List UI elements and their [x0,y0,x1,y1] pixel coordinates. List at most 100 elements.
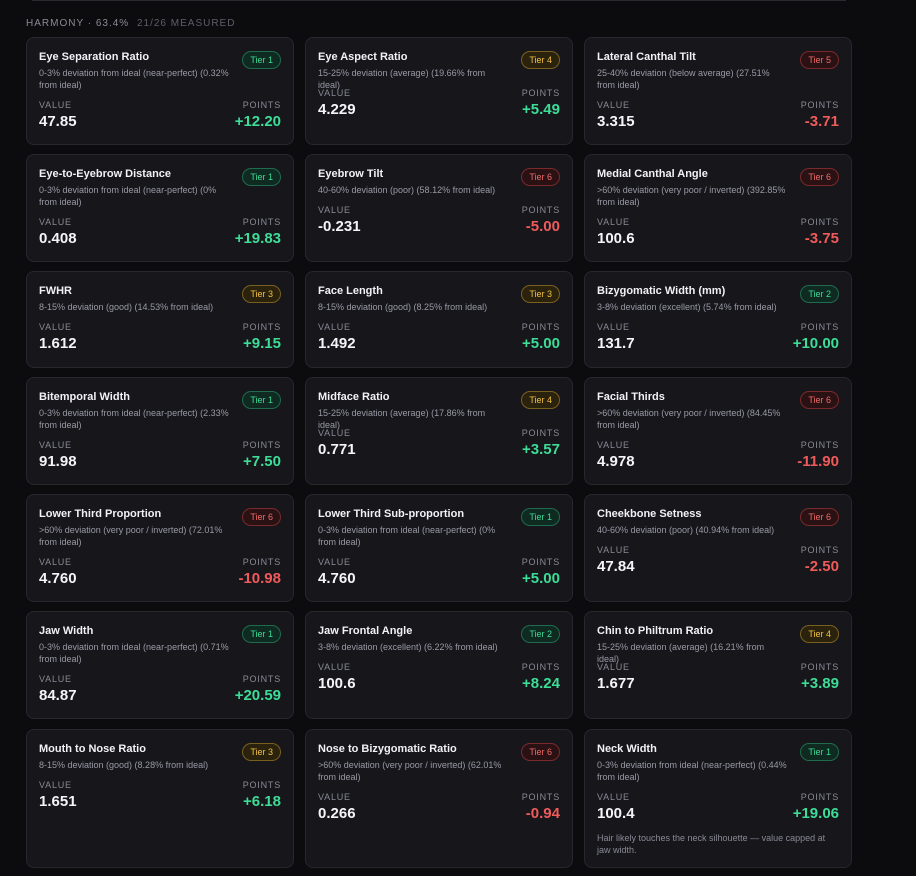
metric-value: 1.492 [318,335,356,352]
points-label: POINTS [800,792,839,802]
metric-title: Eye Aspect Ratio [318,51,408,63]
metric-description: 40-60% deviation (poor) (58.12% from ide… [318,185,496,195]
points-label: POINTS [521,792,560,802]
value-label: VALUE [597,440,630,450]
value-label: VALUE [39,440,72,450]
metric-points: +20.59 [234,687,281,704]
metric-points: -3.75 [804,230,839,247]
metric-description: 0-3% deviation from ideal (near-perfect)… [39,408,229,430]
points-label: POINTS [521,662,560,672]
metric-note: Hair likely touches the neck silhouette … [597,833,826,855]
points-label: POINTS [800,100,839,110]
metric-points: -10.98 [238,570,281,587]
metric-points: -11.90 [797,453,839,470]
metric-value: 4.978 [597,453,635,470]
metric-card: Neck Width 0-3% deviation from ideal (nea… [584,729,852,868]
metric-card: Eye-to-Eyebrow Distance 0-3% deviation fr… [26,154,294,262]
metric-card: Face Length 8-15% deviation (good) (8.25%… [305,271,573,368]
metric-description: 40-60% deviation (poor) (40.94% from ide… [597,525,775,535]
tier-badge: Tier 6 [800,168,839,186]
value-label: VALUE [39,674,72,684]
value-label: VALUE [39,557,72,567]
metric-points: -3.71 [804,113,839,130]
metric-description: 25-40% deviation (below average) (27.51%… [597,68,770,90]
metric-points: -2.50 [804,558,839,575]
tier-badge: Tier 6 [242,508,281,526]
metric-points: -5.00 [525,218,560,235]
metric-value: 1.651 [39,793,77,810]
metric-value: -0.231 [318,218,361,235]
metric-points: +10.00 [792,335,839,352]
metric-description: >60% deviation (very poor / inverted) (3… [597,185,786,207]
metric-description: >60% deviation (very poor / inverted) (8… [597,408,781,430]
points-label: POINTS [521,205,560,215]
value-label: VALUE [597,662,630,672]
metric-points: +19.06 [792,805,839,822]
value-label: VALUE [318,88,351,98]
points-label: POINTS [800,440,839,450]
metric-card: Bitemporal Width 0-3% deviation from idea… [26,377,294,485]
harmony-score: HARMONY · 63.4% [26,18,130,29]
tier-badge: Tier 1 [242,391,281,409]
points-label: POINTS [521,88,560,98]
metric-value: 4.760 [39,570,77,587]
points-label: POINTS [242,440,281,450]
tier-badge: Tier 6 [800,391,839,409]
metric-description: 8-15% deviation (good) (14.53% from idea… [39,302,214,312]
metric-title: Cheekbone Setness [597,508,702,520]
points-label: POINTS [242,322,281,332]
value-label: VALUE [39,217,72,227]
metric-title: Eye-to-Eyebrow Distance [39,168,172,180]
metric-points: +5.00 [522,570,560,587]
tier-badge: Tier 3 [521,285,560,303]
metric-points: +8.24 [522,675,560,692]
tier-badge: Tier 3 [242,285,281,303]
metric-description: >60% deviation (very poor / inverted) (7… [39,525,223,547]
metric-description: 15-25% deviation (average) (17.86% from … [318,408,486,430]
metric-card: Eyebrow Tilt 40-60% deviation (poor) (58.… [305,154,573,262]
measured-count: 21/26 MEASURED [136,18,236,29]
metric-value: 131.7 [597,335,635,352]
metric-title: Lower Third Sub-proportion [318,508,465,520]
metric-points: -0.94 [525,805,560,822]
value-label: VALUE [597,322,630,332]
value-label: VALUE [318,557,351,567]
metric-title: Eyebrow Tilt [318,168,384,180]
value-label: VALUE [597,545,630,555]
points-label: POINTS [800,322,839,332]
points-label: POINTS [242,100,281,110]
value-label: VALUE [318,662,351,672]
top-divider [32,0,846,1]
tier-badge: Tier 6 [800,508,839,526]
metric-card: Nose to Bizygomatic Ratio >60% deviation … [305,729,573,868]
metric-title: Lateral Canthal Tilt [597,51,696,63]
metric-card: Bizygomatic Width (mm) 3-8% deviation (ex… [584,271,852,368]
metric-value: 100.6 [318,675,356,692]
value-label: VALUE [318,205,351,215]
metric-card: Mouth to Nose Ratio 8-15% deviation (good… [26,729,294,868]
metric-card: Eye Aspect Ratio 15-25% deviation (averag… [305,37,573,145]
value-label: VALUE [597,100,630,110]
points-label: POINTS [521,428,560,438]
tier-badge: Tier 6 [521,168,560,186]
metric-title: Face Length [318,285,383,297]
value-label: VALUE [597,792,630,802]
harmony-header: HARMONY · 63.4% 21/26 MEASURED [26,18,235,29]
metric-card: Chin to Philtrum Ratio 15-25% deviation (… [584,611,852,719]
metric-card: Lower Third Sub-proportion 0-3% deviation… [305,494,573,602]
metric-value: 4.229 [318,101,356,118]
metric-title: Neck Width [597,743,657,755]
metric-value: 47.84 [597,558,635,575]
metric-title: Eye Separation Ratio [39,51,150,63]
metric-description: 0-3% deviation from ideal (near-perfect)… [39,642,229,664]
value-label: VALUE [39,322,72,332]
tier-badge: Tier 2 [800,285,839,303]
metric-description: 0-3% deviation from ideal (near-perfect)… [39,68,229,90]
tier-badge: Tier 1 [800,743,839,761]
tier-badge: Tier 5 [800,51,839,69]
metric-description: 0-3% deviation from ideal (near-perfect)… [597,760,787,782]
metric-value: 1.677 [597,675,635,692]
value-label: VALUE [318,428,351,438]
points-label: POINTS [800,662,839,672]
tier-badge: Tier 1 [242,51,281,69]
